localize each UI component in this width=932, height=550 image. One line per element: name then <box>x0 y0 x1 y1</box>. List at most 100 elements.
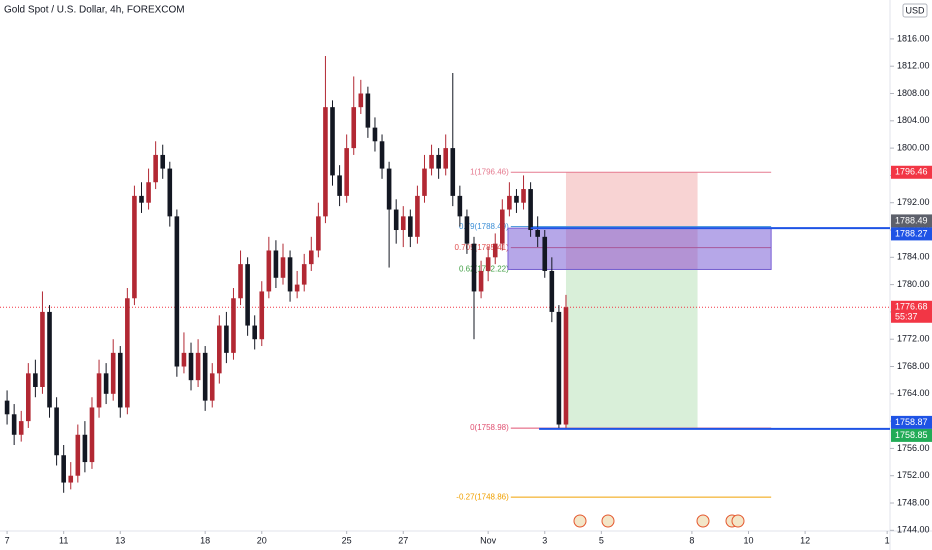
y-tick-label: 1748.00 <box>897 497 930 507</box>
candle-body <box>316 216 321 251</box>
candle-body <box>18 421 24 435</box>
candle-body <box>344 148 349 196</box>
candle-body <box>471 243 477 292</box>
price-tag-label: 1758.87 <box>895 417 928 427</box>
event-icons <box>573 514 745 528</box>
candle-body <box>266 250 272 292</box>
candle-body <box>117 352 123 408</box>
candle-body <box>301 264 307 285</box>
currency-box[interactable] <box>902 3 928 18</box>
x-tick-label: 18 <box>200 535 210 545</box>
event-icon[interactable] <box>601 514 615 528</box>
y-tick-label: 1752.00 <box>897 470 930 480</box>
candle-body <box>40 311 45 387</box>
candle-body <box>25 373 31 422</box>
candle-body <box>556 311 562 425</box>
candle-body <box>323 107 328 217</box>
candle-body <box>535 230 540 237</box>
x-tick-label: 1 <box>885 535 890 545</box>
candle-body <box>542 236 548 271</box>
candle-body <box>464 216 470 244</box>
candle-body <box>82 434 88 463</box>
candle-body <box>429 154 434 169</box>
event-icon[interactable] <box>696 514 710 528</box>
y-tick-label: 1812.00 <box>897 61 930 71</box>
price-tag <box>891 214 932 228</box>
candle-body <box>287 257 293 292</box>
fib-label: 0(1758.98) <box>470 423 509 432</box>
candle-body <box>252 325 257 340</box>
candle-body <box>478 270 484 292</box>
candle-body <box>563 307 569 425</box>
candle-body <box>96 373 102 408</box>
price-tag <box>891 415 932 429</box>
candle-body <box>153 154 158 183</box>
position-stop <box>565 269 698 429</box>
candle-body <box>549 270 555 312</box>
event-icon[interactable] <box>731 514 745 528</box>
x-tick-label: 12 <box>800 535 810 545</box>
price-tag <box>891 227 932 241</box>
y-tick-label: 1772.00 <box>897 334 930 344</box>
candle-body <box>443 148 449 169</box>
candle-body <box>89 407 95 463</box>
candle-body <box>11 414 17 435</box>
candle-body <box>358 93 364 108</box>
candle-body <box>181 352 187 367</box>
candle-body <box>273 250 279 278</box>
candle-body <box>386 168 392 210</box>
candle-body <box>125 298 130 408</box>
candle-body <box>188 352 194 381</box>
zone-box <box>507 227 772 270</box>
candle-body <box>294 284 300 292</box>
candle-body <box>33 373 38 387</box>
price-tag <box>891 165 932 179</box>
x-tick-label: 25 <box>342 535 352 545</box>
candle-body <box>330 107 335 176</box>
candle-body <box>103 373 109 394</box>
candle-body <box>47 311 52 408</box>
candle-body <box>146 182 151 203</box>
x-tick-label: 27 <box>398 535 408 545</box>
x-tick-label: 7 <box>5 535 10 545</box>
fib-label: 1(1796.46) <box>470 167 509 176</box>
candle-body <box>139 195 144 203</box>
y-tick-label: 1804.00 <box>897 115 930 125</box>
price-tag-label: 1796.46 <box>895 167 928 177</box>
y-tick-label: 1808.00 <box>897 88 930 98</box>
candle-body <box>521 189 526 203</box>
candle-body <box>379 141 385 169</box>
candle-body <box>132 195 137 299</box>
candle-body <box>231 298 236 353</box>
x-tick-label: Nov <box>480 535 497 545</box>
candle-body <box>245 264 250 326</box>
candle-body <box>54 407 59 456</box>
x-tick-label: 11 <box>59 535 68 545</box>
fib-label: -0.27(1748.86) <box>456 492 509 501</box>
x-tick-label: 13 <box>115 535 125 545</box>
event-icon[interactable] <box>573 514 587 528</box>
candle-body <box>195 352 201 381</box>
candle-body <box>457 195 463 217</box>
y-tick-label: 1768.00 <box>897 361 930 371</box>
candle-body <box>61 455 66 483</box>
x-tick-label: 10 <box>743 535 753 545</box>
x-tick-label: 8 <box>689 535 694 545</box>
candle-body <box>422 168 427 196</box>
candle-body <box>485 257 491 271</box>
y-tick-label: 1792.00 <box>897 197 930 207</box>
candle-body <box>337 175 342 196</box>
candle-body <box>393 209 399 231</box>
candle-body <box>217 325 222 374</box>
candle-body <box>400 216 406 231</box>
fib-label: 0.62(1782.22) <box>459 265 509 274</box>
candle-body <box>238 264 243 299</box>
candle-body <box>408 216 413 237</box>
candle-body <box>174 216 180 367</box>
x-tick-label: 20 <box>257 535 267 545</box>
y-tick-label: 1764.00 <box>897 388 930 398</box>
candle-body <box>415 195 420 237</box>
y-tick-label: 1800.00 <box>897 142 930 152</box>
fib-label: 0.705(1785.41) <box>455 243 510 252</box>
